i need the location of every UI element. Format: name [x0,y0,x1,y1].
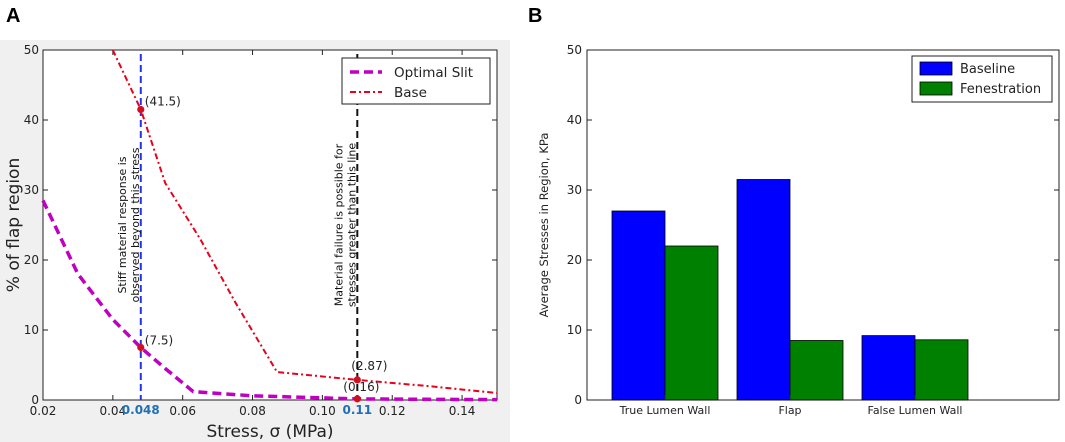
chart-a-reference-line-caption-line: Material failure is possible for [332,143,345,306]
chart-a-x-label: Stress, σ (MPa) [206,422,333,442]
chart-a-annotated-point [353,395,361,403]
panel-b-label: B [528,5,542,27]
legend-label-base: Base [394,85,427,101]
chart-a-reference-line-value: 0.048 [122,403,160,417]
chart-a-annotated-point [353,376,361,384]
chart-b-legend: Baseline Fenestration [911,55,1053,103]
chart-b-bar-baseline [861,335,916,401]
chart-a-reference-line-caption: Material failure is possible forstresses… [332,143,358,308]
chart-b-y-tick-label: 40 [567,113,582,127]
chart-b-bars [611,179,969,401]
chart-b: 0 10 20 30 40 50 True Lumen Wall Flap False Lum… [537,43,1060,417]
chart-b-y-tick-label: 0 [574,393,582,407]
chart-a-x-tick-label: 0.14 [449,404,476,418]
chart-a-y-axis: 0 10 20 30 40 50 [24,43,497,407]
chart-b-x-tick-label: Flap [778,404,801,417]
chart-b-bar-baseline [611,210,666,401]
panel-a-label: A [6,5,20,27]
chart-a-legend-box [341,57,491,105]
chart-b-x-axis: True Lumen Wall Flap False Lumen Wall [619,395,963,417]
chart-a-reference-line-caption-line: Stiff material response is [116,156,129,293]
chart-a-annotated-point-label: (2.87) [351,359,387,373]
chart-a-annotated-point [137,343,145,352]
chart-a-x-tick-label: 0.10 [309,404,336,418]
chart-a-series [41,49,498,402]
chart-a-annotated-points: (41.5) (7.5) (2.87) (0.16) [137,95,387,403]
chart-a-x-tick-label: 0.08 [239,404,266,418]
chart-a-legend: Optimal Slit Base [341,57,491,105]
chart-b-y-tick-label: 50 [567,43,582,57]
chart-b-x-tick-label: False Lumen Wall [868,404,963,417]
chart-b-y-tick-label: 30 [567,183,582,197]
chart-a-reference-lines: 0.048 Stiff material response isobserved … [116,54,372,417]
chart-a-plot-area [42,49,498,401]
chart-a-y-tick-label: 10 [24,323,39,337]
chart-b-x-tick-label: True Lumen Wall [619,404,711,417]
chart-a-series-line-base [111,49,498,394]
chart-a-y-tick-label: 30 [24,183,39,197]
chart-a-reference-line-caption-line: stresses greater than this line [345,143,358,308]
chart-a-reference-line-caption: Stiff material response isobserved beyon… [116,147,142,302]
legend-swatch-baseline [919,61,953,76]
chart-b-y-tick-label: 20 [567,253,582,267]
chart-a-annotated-point-label: (41.5) [145,95,181,109]
chart-a-y-tick-label: 50 [24,43,39,57]
legend-label-baseline: Baseline [960,62,1015,77]
chart-b-y-axis: 0 10 20 30 40 50 [567,43,1059,407]
chart-b-bar-fenestration [789,340,844,401]
chart-a-annotated-point-label: (0.16) [343,380,379,394]
chart-b-y-tick-label: 10 [567,323,582,337]
chart-b-bar-baseline [736,179,791,401]
chart-a-x-tick-label: 0.12 [379,404,406,418]
chart-a-x-tick-label: 0.04 [99,404,126,418]
chart-b-bar-fenestration [914,339,969,401]
chart-a-x-axis: 0.02 0.04 0.06 0.08 0.10 0.12 0.14 [30,50,476,418]
chart-a-y-tick-label: 20 [24,253,39,267]
chart-a-y-tick-label: 0 [31,393,39,407]
chart-a-annotated-point-label: (7.5) [145,334,173,348]
chart-b-bar-fenestration [664,245,719,401]
legend-swatch-fenestration [919,81,953,96]
chart-a: 0.02 0.04 0.06 0.08 0.10 0.12 0.14 0 10 20 30 40 50… [0,40,510,442]
chart-a-y-label: % of flap region [4,158,24,292]
chart-a-reference-line-caption-line: observed beyond this stress [129,147,142,302]
legend-label-optimal-slit: Optimal Slit [394,65,473,81]
chart-b-y-label: Average Stresses in Region, KPa [537,133,551,318]
chart-a-annotated-point [137,105,145,114]
chart-a-x-tick-label: 0.06 [169,404,196,418]
chart-a-x-tick-label: 0.02 [30,404,57,418]
chart-a-reference-line-value: 0.11 [343,403,373,417]
chart-a-y-tick-label: 40 [24,113,39,127]
legend-label-fenestration: Fenestration [960,82,1041,97]
chart-a-series-line-optimal-slit [41,199,498,402]
